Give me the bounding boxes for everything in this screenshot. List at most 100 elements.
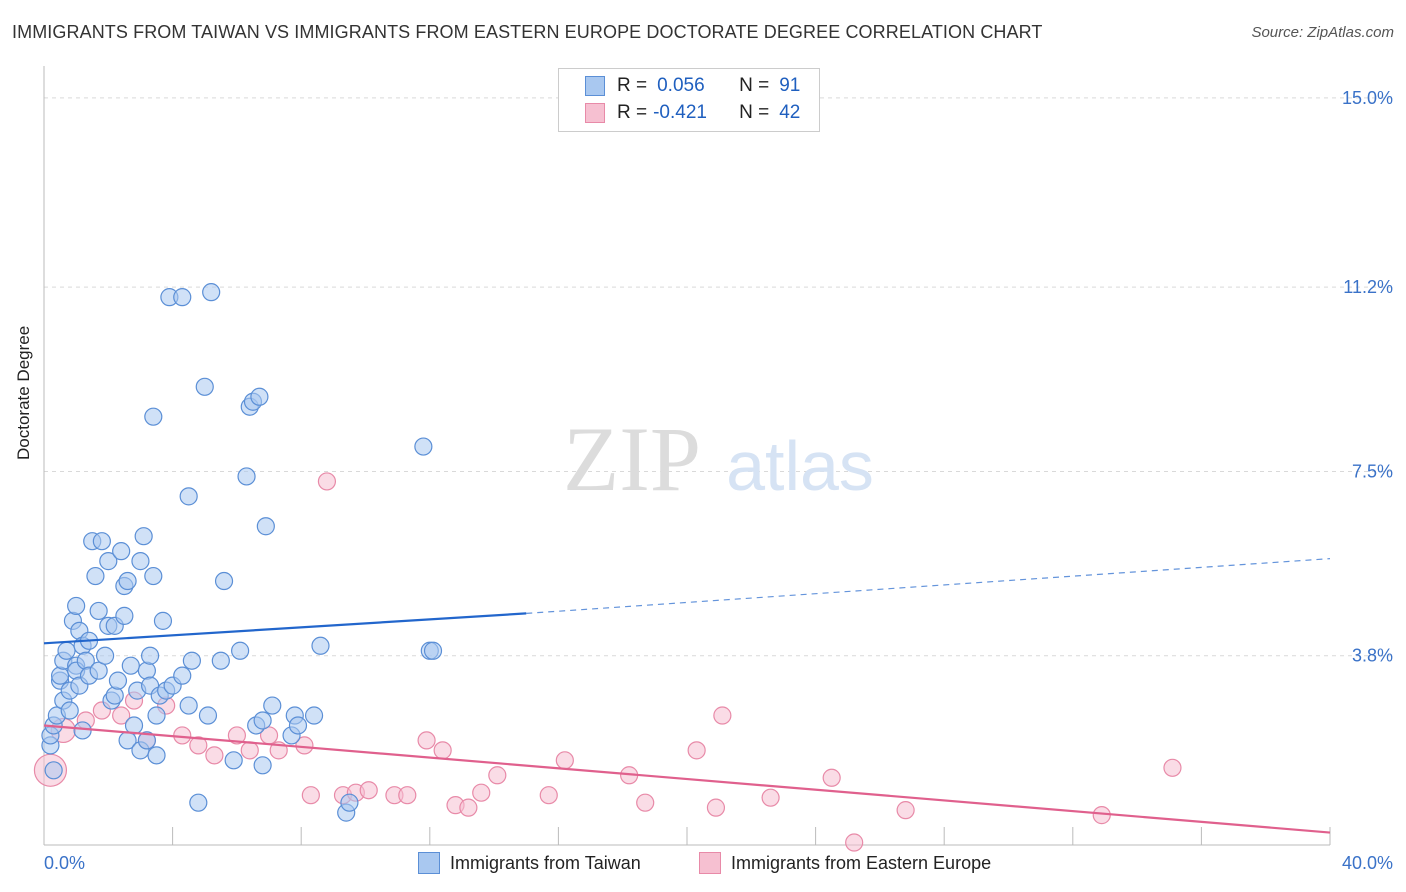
taiwan-point (311, 636, 330, 655)
legend-n-label: N = (739, 75, 770, 96)
legend-item-taiwan: Immigrants from Taiwan (418, 852, 641, 874)
taiwan-point (253, 756, 272, 775)
taiwan-point (147, 706, 166, 725)
eastern-europe-trend-line (43, 724, 1331, 834)
taiwan-point (195, 377, 214, 396)
taiwan-point (115, 606, 134, 625)
taiwan-point (179, 696, 198, 715)
taiwan-point (198, 706, 218, 725)
legend-n-value-europe: 42 (779, 102, 801, 123)
y-tick-label: 7.5% (1352, 461, 1393, 481)
taiwan-point (89, 661, 108, 680)
legend-r-label: R = (617, 75, 648, 96)
taiwan-point (304, 706, 324, 725)
watermark-zip: ZIP (563, 408, 701, 510)
y-tick-label: 11.2% (1343, 277, 1393, 297)
eastern-europe-point (433, 741, 452, 760)
taiwan-point (214, 571, 234, 591)
axis-ticks (43, 827, 1331, 845)
taiwan-point (105, 686, 124, 705)
legend-r-label: R = (617, 102, 648, 123)
legend-n-value-taiwan: 91 (779, 75, 801, 96)
taiwan-point (231, 641, 250, 660)
taiwan-point (237, 467, 256, 486)
eastern-europe-point (1163, 758, 1182, 777)
taiwan-point (134, 527, 153, 546)
eastern-europe-point (636, 793, 655, 812)
tick-labels: 3.8% 7.5% 11.2% 15.0% 0.0% 40.0% (44, 88, 1393, 873)
taiwan-point (60, 701, 79, 720)
legend-r-value-europe: -0.421 (653, 102, 707, 123)
taiwan-trend-extension (526, 558, 1331, 615)
taiwan-point (86, 566, 105, 586)
eastern-europe-point (845, 833, 864, 852)
grid-lines (44, 97, 1392, 657)
eastern-europe-point (359, 781, 378, 800)
y-tick-label: 15.0% (1342, 88, 1393, 108)
legend-swatch-europe (585, 103, 605, 123)
taiwan-point (288, 716, 308, 735)
taiwan-point (179, 487, 198, 506)
taiwan-points (41, 283, 443, 822)
taiwan-point (153, 611, 173, 630)
taiwan-point (250, 387, 269, 406)
eastern-europe-point (112, 706, 131, 725)
eastern-europe-point (317, 472, 337, 491)
legend-swatch-taiwan (585, 76, 605, 96)
eastern-europe-points (33, 472, 1182, 852)
taiwan-point (414, 437, 433, 456)
taiwan-point (253, 711, 272, 730)
taiwan-trend-line (43, 612, 527, 645)
taiwan-point (173, 666, 192, 685)
eastern-europe-point (555, 751, 574, 770)
eastern-europe-point (227, 726, 246, 745)
taiwan-point (92, 532, 111, 551)
legend-swatch-europe (699, 852, 721, 874)
taiwan-point (144, 566, 163, 586)
stats-legend: R = 0.056 N = 91 R = -0.421 N = 42 (558, 68, 820, 132)
taiwan-point (147, 746, 166, 765)
eastern-europe-point (896, 801, 915, 820)
taiwan-point (423, 641, 443, 660)
taiwan-point (340, 793, 359, 812)
taiwan-point (121, 656, 140, 675)
taiwan-point (173, 288, 192, 307)
taiwan-point (140, 646, 160, 665)
taiwan-point (112, 542, 131, 561)
eastern-europe-point (539, 786, 558, 805)
eastern-europe-point (687, 741, 706, 760)
eastern-europe-point (398, 786, 417, 805)
x-tick-label: 0.0% (44, 853, 85, 873)
eastern-europe-point (822, 768, 841, 787)
legend-r-value-taiwan: 0.056 (657, 75, 705, 96)
taiwan-point (108, 671, 128, 690)
legend-row-taiwan: R = 0.056 N = 91 (585, 75, 800, 97)
taiwan-point (95, 646, 115, 665)
taiwan-point (89, 601, 108, 621)
eastern-europe-point (459, 798, 478, 817)
eastern-europe-point (301, 786, 320, 805)
taiwan-point (99, 552, 118, 571)
taiwan-point (144, 407, 163, 426)
taiwan-point (182, 651, 201, 670)
trend-lines (43, 558, 1331, 834)
legend-row-europe: R = -0.421 N = 42 (585, 102, 800, 124)
taiwan-point (137, 661, 156, 680)
taiwan-point (263, 696, 282, 715)
eastern-europe-point (417, 731, 436, 750)
eastern-europe-point (706, 798, 726, 817)
taiwan-point (189, 793, 208, 812)
taiwan-point (67, 596, 86, 616)
legend-label-taiwan: Immigrants from Taiwan (450, 852, 641, 873)
y-axis-label: Doctorate Degree (14, 325, 33, 460)
legend-label-europe: Immigrants from Eastern Europe (731, 852, 992, 873)
eastern-europe-point (713, 706, 732, 725)
eastern-europe-point (488, 766, 507, 785)
x-tick-label: 40.0% (1342, 853, 1393, 873)
taiwan-point (137, 731, 156, 750)
legend-item-europe: Immigrants from Eastern Europe (699, 852, 991, 874)
eastern-europe-point (189, 736, 208, 755)
eastern-europe-point (240, 741, 259, 760)
taiwan-point (44, 761, 63, 780)
